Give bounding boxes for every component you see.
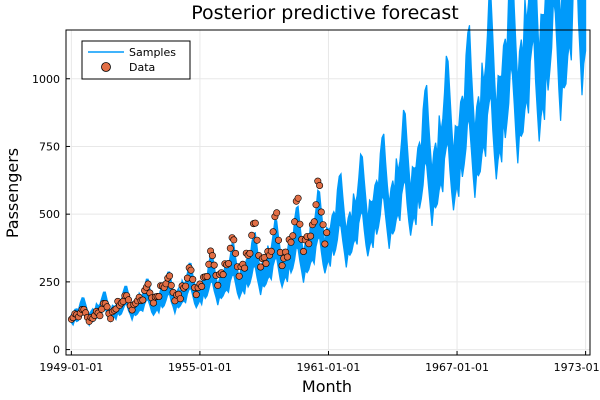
data-point	[208, 252, 216, 260]
y-axis-ticks: 0 250 500 750 1000	[32, 73, 70, 357]
data-point	[299, 248, 307, 256]
data-point	[321, 240, 329, 248]
data-point	[248, 231, 256, 239]
data-points	[67, 177, 331, 325]
x-tick-label: 1955-01-01	[168, 361, 232, 374]
data-point	[289, 232, 297, 240]
y-tick-label: 750	[39, 140, 60, 153]
data-point	[214, 281, 222, 289]
data-point	[267, 247, 275, 255]
data-point	[203, 272, 211, 280]
data-point	[305, 240, 313, 248]
data-point	[210, 261, 218, 269]
data-point	[125, 296, 133, 304]
data-point	[155, 292, 163, 300]
data-point	[103, 303, 111, 311]
data-point	[278, 262, 286, 270]
x-tick-label: 1961-01-01	[297, 361, 361, 374]
data-point	[107, 315, 115, 323]
x-tick-label: 1949-01-01	[39, 361, 103, 374]
x-axis-ticks: 1949-01-01 1955-01-01 1961-01-01 1967-01-01…	[39, 351, 600, 374]
data-point	[96, 312, 104, 320]
data-point	[167, 281, 175, 289]
data-point	[182, 282, 190, 290]
data-point	[269, 228, 277, 236]
data-point	[189, 275, 197, 283]
data-point	[144, 280, 152, 288]
x-tick-label: 1973-01-01	[554, 361, 600, 374]
data-point	[251, 219, 259, 227]
data-point	[192, 291, 200, 299]
x-tick-label: 1967-01-01	[425, 361, 489, 374]
data-point	[287, 238, 295, 246]
data-point	[257, 263, 265, 271]
data-point	[176, 295, 184, 303]
data-point	[219, 271, 227, 279]
data-point	[253, 236, 261, 244]
data-point	[150, 299, 158, 307]
data-point	[225, 259, 233, 267]
data-point	[312, 201, 320, 209]
y-tick-label: 250	[39, 276, 60, 289]
legend-data-label: Data	[129, 61, 155, 74]
y-tick-label: 0	[53, 344, 60, 357]
data-point	[235, 272, 243, 280]
y-tick-label: 500	[39, 208, 60, 221]
data-point	[296, 220, 304, 228]
data-point	[316, 182, 324, 190]
legend-box	[81, 40, 191, 80]
data-point	[323, 229, 331, 237]
data-point	[283, 253, 291, 261]
data-point	[187, 266, 195, 274]
data-point	[226, 244, 234, 252]
data-point	[319, 221, 327, 229]
data-point	[262, 259, 270, 267]
data-point	[317, 208, 325, 216]
legend-data-swatch	[101, 62, 111, 72]
legend: Samples Data	[81, 40, 191, 80]
data-point	[274, 236, 282, 244]
legend-samples-label: Samples	[129, 46, 176, 59]
data-point	[232, 249, 240, 257]
x-axis-label: Month	[302, 377, 352, 396]
data-point	[230, 236, 238, 244]
data-point	[198, 282, 206, 290]
data-point	[166, 272, 174, 280]
data-point	[246, 249, 254, 257]
data-point	[241, 264, 249, 272]
y-tick-label: 1000	[32, 73, 60, 86]
data-point	[310, 218, 318, 226]
chart-title: Posterior predictive forecast	[191, 2, 458, 24]
data-point	[273, 209, 281, 217]
data-point	[139, 296, 147, 304]
data-point	[307, 232, 315, 240]
y-axis-label: Passengers	[3, 148, 22, 238]
data-point	[294, 194, 302, 202]
